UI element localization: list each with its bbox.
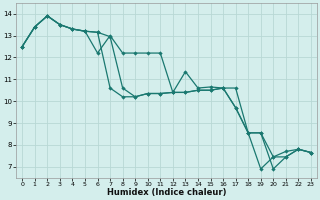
X-axis label: Humidex (Indice chaleur): Humidex (Indice chaleur) <box>107 188 226 197</box>
